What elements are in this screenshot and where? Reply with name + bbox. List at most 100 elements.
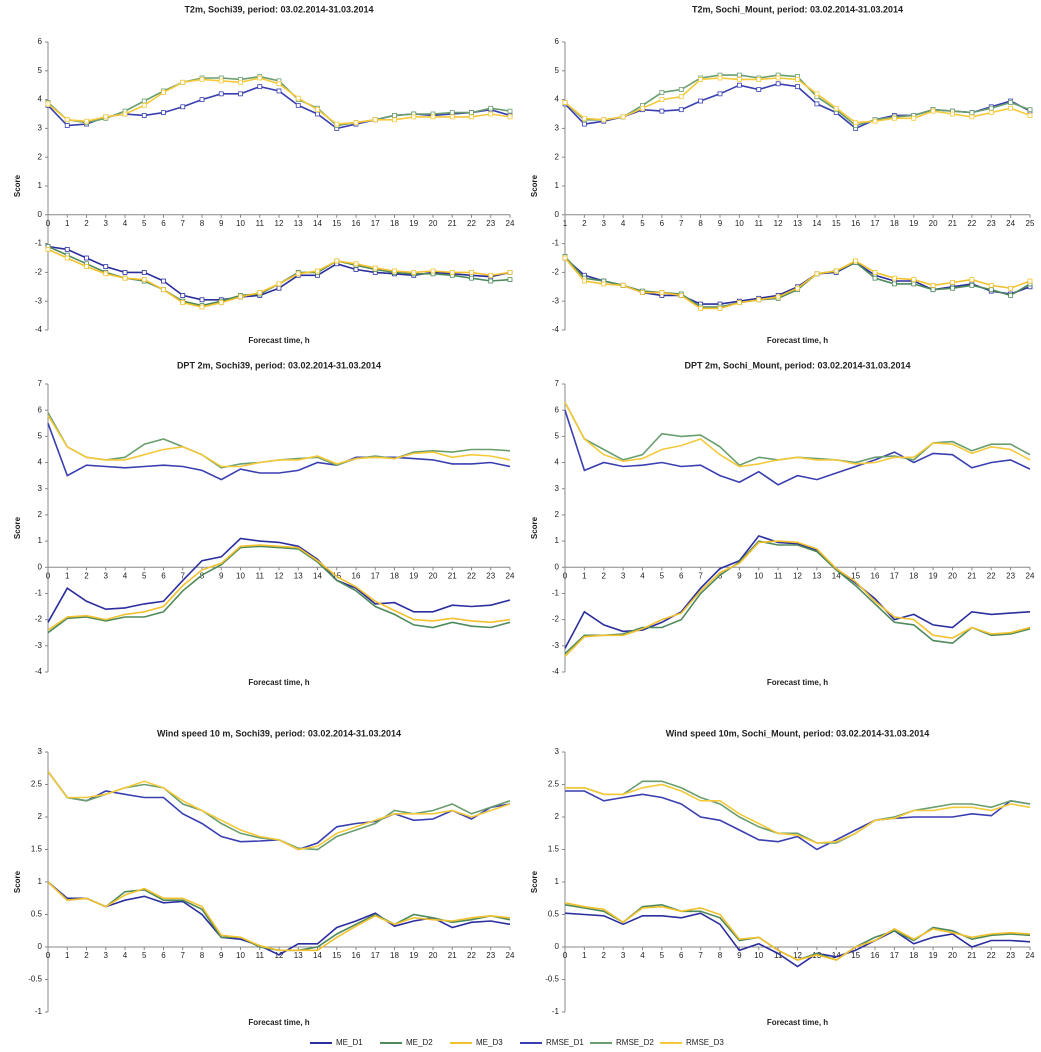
x-tick-label: 12 bbox=[275, 219, 284, 228]
point-marker bbox=[469, 114, 474, 120]
x-tick-label: 16 bbox=[871, 571, 880, 580]
point-marker bbox=[659, 97, 665, 102]
point-marker bbox=[122, 269, 128, 275]
y-axis-label: Score bbox=[13, 870, 22, 893]
x-tick-label: 22 bbox=[467, 219, 476, 228]
point-marker bbox=[315, 107, 320, 113]
x-tick-label: 10 bbox=[754, 951, 763, 960]
point-marker bbox=[45, 246, 51, 252]
y-tick-label: 6 bbox=[38, 405, 43, 414]
x-tick-label: 3 bbox=[621, 951, 626, 960]
x-tick-label: 7 bbox=[679, 219, 684, 228]
y-tick-label: -1 bbox=[35, 239, 43, 248]
y-tick-label: 1.5 bbox=[548, 845, 560, 854]
x-tick-label: 12 bbox=[774, 219, 783, 228]
point-marker bbox=[988, 282, 994, 288]
x-tick-label: 20 bbox=[429, 951, 438, 960]
point-marker bbox=[891, 275, 897, 281]
point-marker bbox=[488, 278, 494, 284]
point-marker bbox=[698, 305, 704, 311]
x-tick-label: 16 bbox=[851, 219, 860, 228]
y-tick-label: -4 bbox=[552, 325, 560, 334]
x-tick-label: 22 bbox=[467, 571, 476, 580]
point-marker bbox=[930, 108, 936, 114]
point-marker bbox=[756, 297, 762, 303]
x-tick-label: 15 bbox=[332, 219, 341, 228]
x-tick-label: 17 bbox=[890, 571, 899, 580]
x-tick-label: 23 bbox=[987, 219, 996, 228]
series-line bbox=[564, 540, 1031, 655]
legend-label: RMSE_D2 bbox=[616, 1038, 654, 1047]
y-tick-label: 0 bbox=[555, 210, 560, 219]
x-axis-label: Forecast time, h bbox=[767, 678, 828, 687]
point-marker bbox=[872, 269, 878, 275]
point-marker bbox=[141, 102, 147, 108]
x-axis-label: Forecast time, h bbox=[248, 336, 309, 345]
point-marker bbox=[218, 91, 224, 97]
x-tick-label: 9 bbox=[737, 951, 742, 960]
x-tick-label: 23 bbox=[1006, 951, 1015, 960]
chart-panel: Wind speed 10 m, Sochi39, period: 03.02.… bbox=[13, 728, 515, 1027]
point-marker bbox=[199, 77, 205, 82]
x-tick-label: 20 bbox=[429, 571, 438, 580]
point-marker bbox=[276, 88, 282, 94]
point-marker bbox=[814, 101, 820, 107]
y-axis-label: Score bbox=[13, 516, 22, 539]
point-marker bbox=[581, 278, 587, 284]
x-tick-label: 18 bbox=[390, 571, 399, 580]
point-marker bbox=[911, 281, 917, 287]
y-tick-label: 5 bbox=[555, 431, 560, 440]
x-tick-label: 5 bbox=[142, 219, 147, 228]
point-marker bbox=[218, 300, 224, 306]
series-line bbox=[564, 401, 1031, 468]
x-tick-label: 6 bbox=[679, 951, 684, 960]
series-line bbox=[564, 534, 1031, 649]
point-marker bbox=[581, 115, 587, 121]
x-tick-label: 22 bbox=[987, 951, 996, 960]
y-tick-label: 1 bbox=[38, 536, 43, 545]
x-tick-label: 4 bbox=[640, 571, 645, 580]
series-line bbox=[564, 74, 1031, 127]
y-tick-label: 0 bbox=[38, 562, 43, 571]
point-marker bbox=[507, 277, 513, 283]
y-tick-label: 2 bbox=[38, 510, 43, 519]
point-marker bbox=[372, 117, 378, 123]
x-tick-label: 7 bbox=[181, 951, 186, 960]
point-marker bbox=[1008, 100, 1014, 105]
chart-panel: Wind speed 10m, Sochi_Mount, period: 03.… bbox=[530, 728, 1035, 1027]
legend-label: ME_D3 bbox=[476, 1038, 503, 1047]
point-marker bbox=[161, 287, 166, 293]
x-tick-label: 25 bbox=[1026, 219, 1035, 228]
x-tick-label: 14 bbox=[313, 951, 322, 960]
x-tick-label: 14 bbox=[313, 571, 322, 580]
point-marker bbox=[430, 114, 436, 120]
series-line bbox=[565, 783, 1031, 844]
y-tick-label: 5 bbox=[38, 431, 43, 440]
y-tick-label: 5 bbox=[555, 66, 560, 75]
x-tick-label: 4 bbox=[640, 951, 645, 960]
x-tick-label: 10 bbox=[735, 219, 744, 228]
y-tick-label: -1 bbox=[552, 239, 560, 248]
point-marker bbox=[659, 108, 665, 114]
point-marker bbox=[64, 255, 70, 261]
point-marker bbox=[620, 114, 626, 120]
series-line bbox=[47, 544, 511, 631]
x-tick-label: 14 bbox=[832, 951, 841, 960]
chart-title: T2m, Sochi_Mount, period: 03.02.2014-31.… bbox=[692, 4, 903, 14]
x-tick-label: 11 bbox=[774, 571, 783, 580]
x-tick-label: 6 bbox=[161, 219, 166, 228]
x-tick-label: 24 bbox=[506, 571, 515, 580]
point-marker bbox=[199, 297, 205, 303]
point-marker bbox=[141, 98, 147, 104]
x-tick-label: 0 bbox=[46, 951, 51, 960]
point-marker bbox=[392, 268, 397, 274]
x-tick-label: 21 bbox=[448, 571, 457, 580]
series-line bbox=[47, 881, 511, 952]
point-marker bbox=[276, 285, 282, 291]
point-marker bbox=[620, 282, 626, 288]
series-line bbox=[564, 401, 1031, 467]
legend-label: RMSE_D3 bbox=[686, 1038, 724, 1047]
x-tick-label: 23 bbox=[486, 571, 495, 580]
point-marker bbox=[678, 293, 684, 298]
